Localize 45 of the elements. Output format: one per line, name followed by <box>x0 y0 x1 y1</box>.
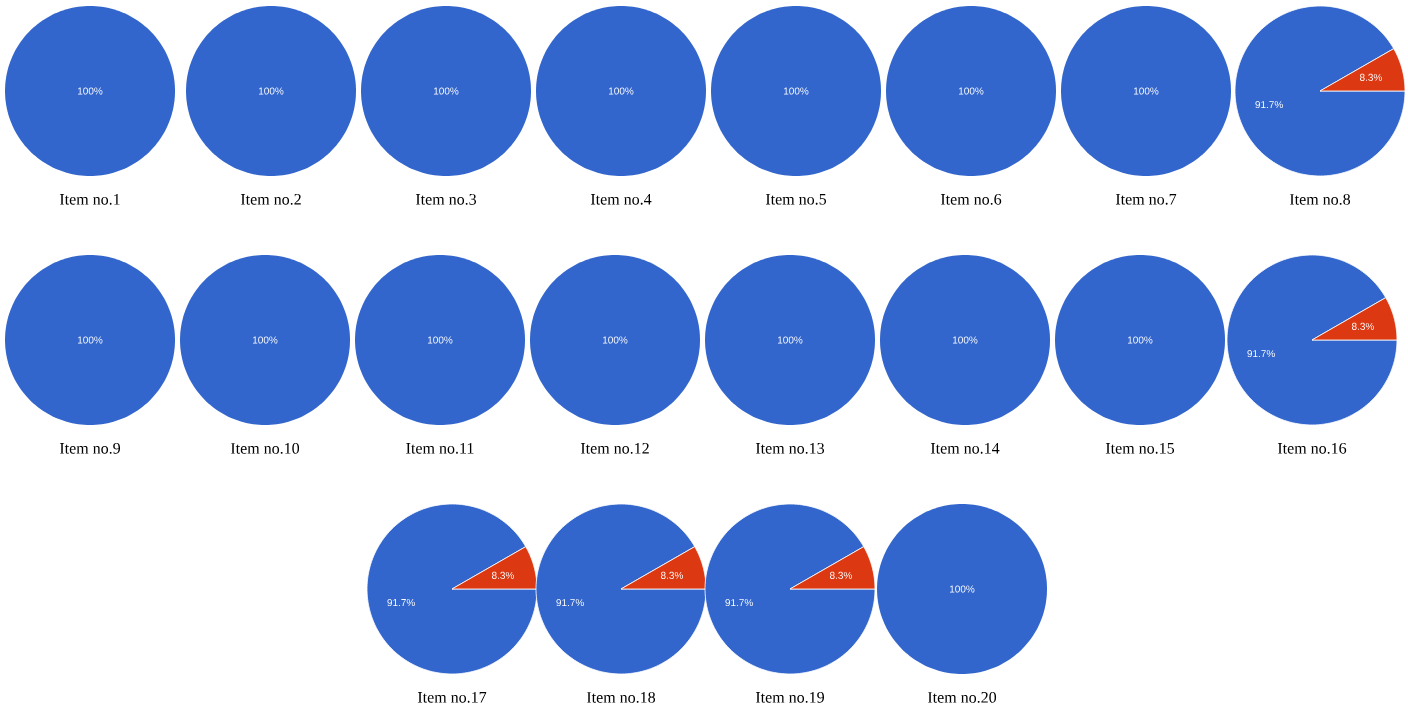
data-label: 91.7% <box>387 599 415 607</box>
data-label: 100% <box>1127 336 1153 344</box>
text: Item no.3 <box>415 193 477 205</box>
text: Item no.14 <box>930 442 1000 454</box>
data-label: 8.3% <box>1359 73 1382 81</box>
text: Item no.2 <box>240 193 301 205</box>
text: Item no.17 <box>417 691 487 703</box>
data-label: 100% <box>602 336 628 344</box>
data-label: 91.7% <box>556 599 584 607</box>
text: Item no.11 <box>406 442 474 454</box>
text: Item no.12 <box>580 442 649 454</box>
data-label: 91.7% <box>725 599 753 607</box>
data-label: 100% <box>783 87 809 95</box>
text: Item no.6 <box>940 193 1002 205</box>
data-label: 100% <box>958 87 984 95</box>
data-label: 8.3% <box>1351 322 1374 330</box>
text: Item no.19 <box>755 691 824 703</box>
text: Item no.15 <box>1105 442 1175 454</box>
data-label: 100% <box>608 87 634 95</box>
text: Item no.18 <box>586 691 656 703</box>
data-label: 91.7% <box>1247 350 1275 358</box>
data-label: 8.3% <box>829 571 852 579</box>
text: Item no.5 <box>765 193 827 205</box>
data-label: 100% <box>952 336 978 344</box>
data-label: 100% <box>777 336 803 344</box>
data-label: 100% <box>949 585 975 593</box>
text: Item no.13 <box>755 442 825 454</box>
data-label: 100% <box>77 87 103 95</box>
data-label: 91.7% <box>1255 101 1283 109</box>
data-label: 100% <box>427 336 453 344</box>
data-label: 8.3% <box>660 571 683 579</box>
data-label: 100% <box>77 336 103 344</box>
text: Item no.9 <box>59 442 121 454</box>
data-label: 100% <box>1133 87 1159 95</box>
data-label: 100% <box>433 87 459 95</box>
text: Item no.7 <box>1115 193 1177 205</box>
text: Item no.10 <box>230 442 300 454</box>
text: Item no.1 <box>59 193 120 205</box>
data-label: 8.3% <box>491 571 514 579</box>
text: Item no.16 <box>1277 442 1347 454</box>
text: Item no.4 <box>590 193 652 205</box>
data-label: 100% <box>252 336 278 344</box>
text: Item no.20 <box>927 691 997 703</box>
data-label: 100% <box>258 87 284 95</box>
text: Item no.8 <box>1289 193 1351 205</box>
